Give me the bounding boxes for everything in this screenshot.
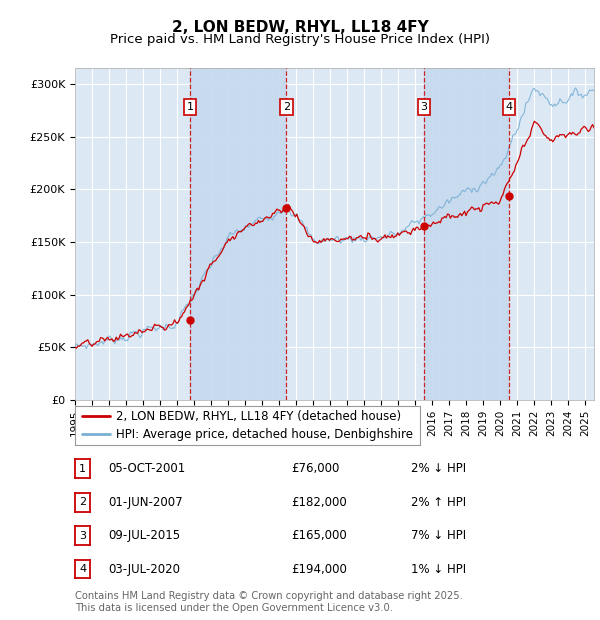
Text: Price paid vs. HM Land Registry's House Price Index (HPI): Price paid vs. HM Land Registry's House … [110,33,490,45]
Text: £182,000: £182,000 [291,496,347,508]
Text: 2, LON BEDW, RHYL, LL18 4FY (detached house): 2, LON BEDW, RHYL, LL18 4FY (detached ho… [116,410,401,423]
Text: 1: 1 [79,464,86,474]
Text: 4: 4 [505,102,512,112]
Bar [424,68,509,400]
Text: 7% ↓ HPI: 7% ↓ HPI [411,529,466,542]
Text: 05-OCT-2001: 05-OCT-2001 [108,463,185,475]
Text: 2, LON BEDW, RHYL, LL18 4FY: 2, LON BEDW, RHYL, LL18 4FY [172,20,428,35]
Text: 3: 3 [79,531,86,541]
Text: HPI: Average price, detached house, Denbighshire: HPI: Average price, detached house, Denb… [116,428,413,441]
Text: 1% ↓ HPI: 1% ↓ HPI [411,563,466,575]
Text: 03-JUL-2020: 03-JUL-2020 [108,563,180,575]
Bar [190,68,286,400]
Text: 2: 2 [283,102,290,112]
Text: 01-JUN-2007: 01-JUN-2007 [108,496,182,508]
Text: 1: 1 [187,102,193,112]
Text: 2: 2 [79,497,86,507]
Text: 3: 3 [421,102,428,112]
Text: £194,000: £194,000 [291,563,347,575]
Text: 4: 4 [79,564,86,574]
Text: Contains HM Land Registry data © Crown copyright and database right 2025.
This d: Contains HM Land Registry data © Crown c… [75,591,463,613]
Text: 09-JUL-2015: 09-JUL-2015 [108,529,180,542]
Text: 2% ↓ HPI: 2% ↓ HPI [411,463,466,475]
Text: £165,000: £165,000 [291,529,347,542]
Text: 2% ↑ HPI: 2% ↑ HPI [411,496,466,508]
Text: £76,000: £76,000 [291,463,340,475]
